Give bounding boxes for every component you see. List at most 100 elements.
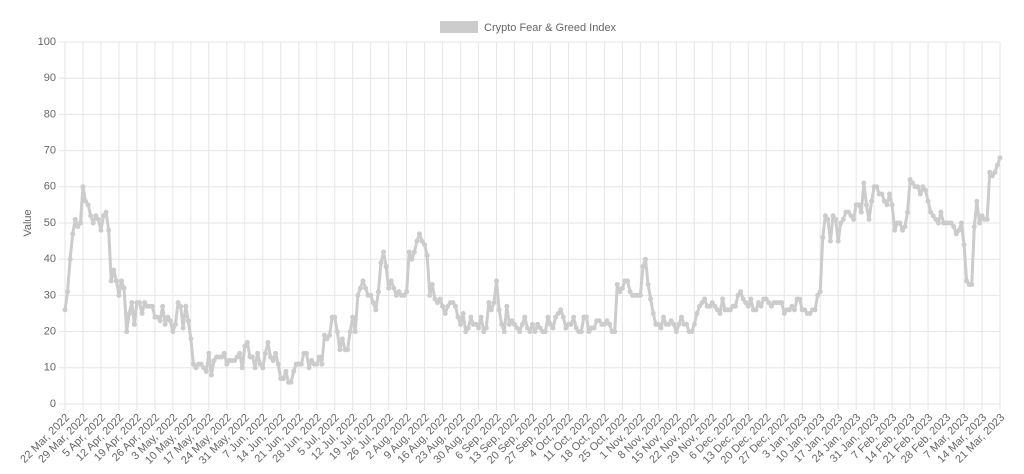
point (401, 292, 407, 298)
point (440, 303, 446, 309)
point (478, 314, 484, 320)
point (483, 325, 489, 331)
point (270, 358, 276, 364)
point (334, 329, 340, 335)
point (735, 292, 741, 298)
point (802, 307, 808, 313)
point (180, 325, 186, 331)
point (902, 224, 908, 230)
point (250, 354, 256, 360)
point (866, 216, 872, 222)
point (178, 303, 184, 309)
point (506, 321, 512, 327)
y-tick-label: 20 (44, 326, 56, 338)
point (858, 209, 864, 215)
point (992, 169, 998, 175)
point (265, 339, 271, 345)
point (514, 325, 520, 331)
point (519, 321, 525, 327)
point (678, 314, 684, 320)
point (779, 300, 785, 306)
point (203, 368, 209, 374)
point (869, 198, 875, 204)
point (221, 350, 227, 356)
point (840, 216, 846, 222)
point (560, 314, 566, 320)
point (573, 325, 579, 331)
point (820, 234, 826, 240)
point (658, 325, 664, 331)
point (339, 336, 345, 342)
point (324, 336, 330, 342)
point (198, 361, 204, 367)
point (766, 300, 772, 306)
point (303, 350, 309, 356)
point (106, 227, 112, 233)
point (863, 202, 869, 208)
point (661, 314, 667, 320)
point (604, 318, 610, 324)
point (129, 300, 135, 306)
point (267, 354, 273, 360)
point (925, 198, 931, 204)
point (208, 372, 214, 378)
point (388, 278, 394, 284)
point (976, 220, 982, 226)
point (139, 311, 145, 316)
legend-label[interactable]: Crypto Fear & Greed Index (484, 22, 617, 34)
point (72, 216, 78, 222)
y-tick-label: 10 (44, 362, 56, 374)
point (473, 321, 479, 327)
point (126, 311, 132, 316)
point (396, 289, 402, 295)
point (987, 169, 993, 175)
point (591, 325, 597, 331)
point (185, 318, 191, 324)
point (262, 350, 268, 356)
legend-swatch[interactable] (440, 21, 478, 33)
point (645, 282, 651, 288)
point (154, 314, 160, 320)
point (131, 321, 137, 327)
point (709, 300, 715, 306)
point (239, 365, 245, 371)
point (406, 249, 412, 255)
point (748, 296, 754, 302)
point (314, 361, 320, 367)
point (524, 325, 530, 331)
point (65, 289, 71, 295)
point (172, 321, 178, 327)
point (753, 307, 759, 313)
point (255, 350, 261, 356)
point (938, 209, 944, 215)
point (578, 329, 584, 335)
y-tick-label: 70 (44, 145, 56, 157)
point (83, 198, 89, 204)
point (190, 361, 196, 367)
point (756, 300, 762, 306)
point (923, 187, 929, 193)
point (838, 220, 844, 226)
point (974, 198, 980, 204)
point (619, 285, 625, 291)
point (501, 329, 507, 335)
point (93, 213, 99, 219)
point (111, 267, 117, 273)
point (537, 325, 543, 331)
y-tick-label: 90 (44, 72, 56, 84)
point (889, 202, 895, 208)
point (532, 329, 538, 335)
point (75, 224, 81, 230)
point (363, 285, 369, 291)
point (910, 180, 916, 186)
point (835, 238, 841, 244)
point (188, 336, 194, 342)
point (432, 296, 438, 302)
point (211, 358, 217, 364)
point (298, 361, 304, 367)
point (393, 292, 399, 298)
point (422, 242, 428, 248)
point (442, 311, 448, 316)
point (827, 238, 833, 244)
